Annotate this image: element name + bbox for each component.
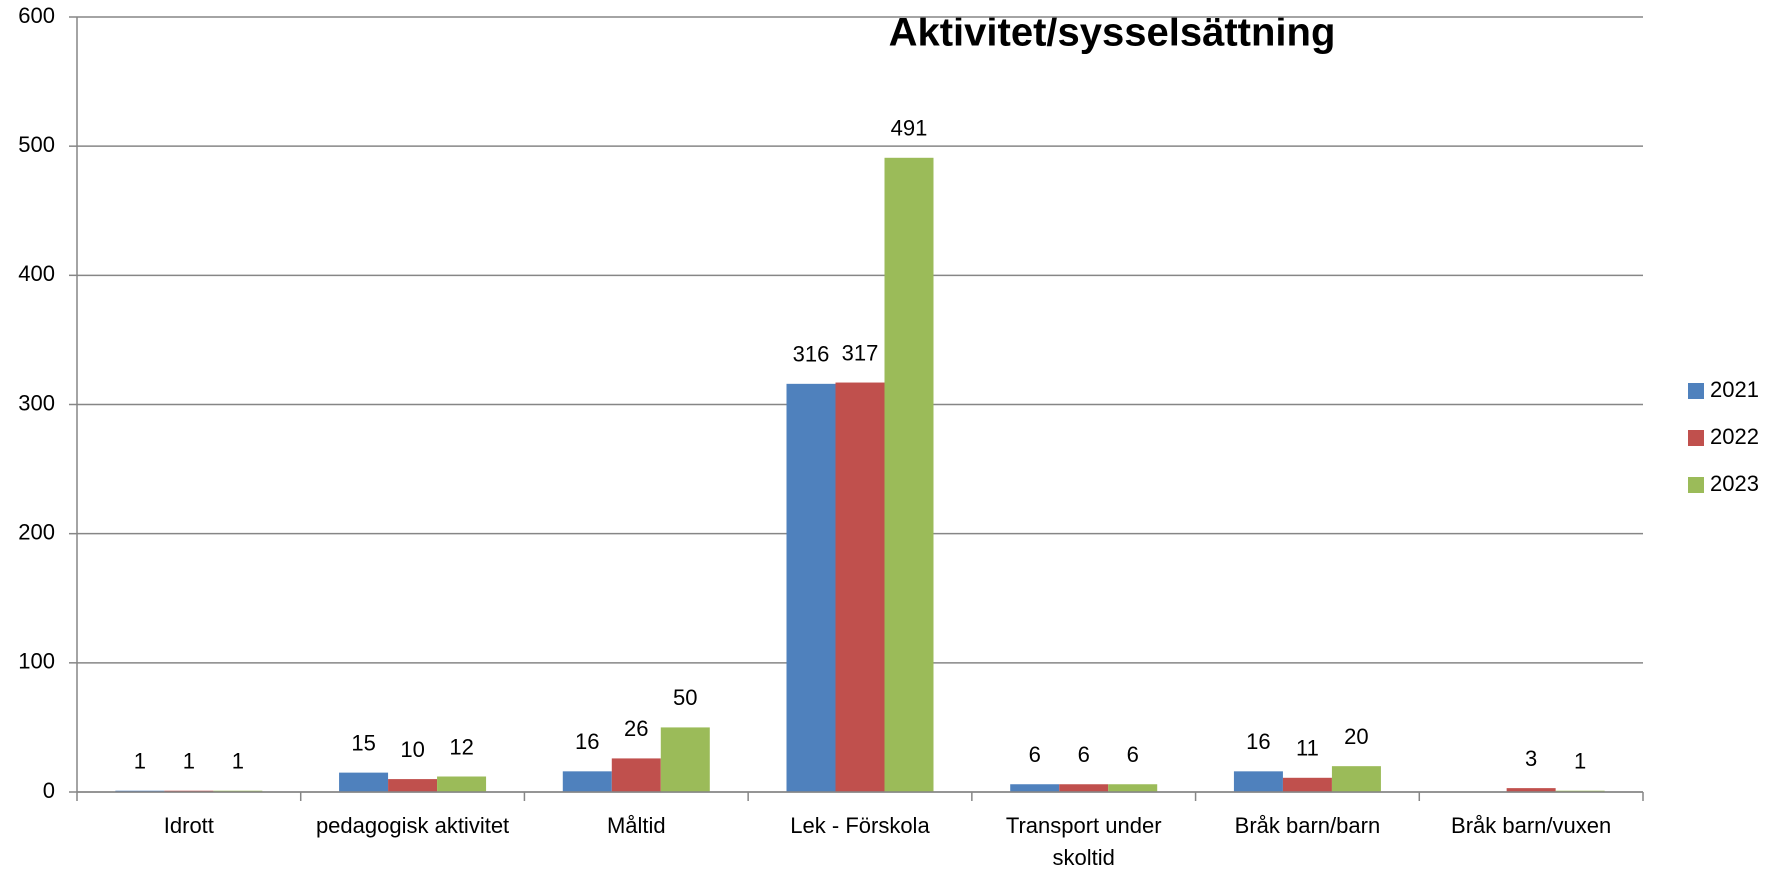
data-label: 16: [1246, 729, 1270, 754]
data-label: 6: [1029, 742, 1041, 767]
data-label: 15: [351, 730, 375, 755]
data-label: 317: [842, 340, 879, 365]
x-tick-label: Lek - Förskola: [790, 813, 930, 838]
bar: [1010, 784, 1060, 792]
legend-swatch: [1688, 430, 1704, 446]
bar: [1331, 766, 1381, 792]
legend-swatch: [1688, 383, 1704, 399]
data-label: 20: [1344, 724, 1368, 749]
data-label: 16: [575, 729, 599, 754]
bar: [437, 776, 487, 792]
bar: [884, 157, 934, 792]
legend-label: 2022: [1710, 424, 1759, 449]
bar: [1108, 784, 1158, 792]
bar: [562, 771, 612, 792]
y-tick-label: 600: [18, 3, 55, 28]
bar: [660, 727, 710, 792]
chart-title: Aktivitet/sysselsättning: [889, 11, 1336, 55]
data-label: 316: [793, 342, 830, 367]
data-label: 1: [183, 749, 195, 774]
legend-swatch: [1688, 477, 1704, 493]
y-tick-label: 200: [18, 519, 55, 544]
bar: [1233, 771, 1283, 792]
bar: [339, 772, 389, 792]
x-tick-label: Transport under skoltid: [1005, 813, 1162, 870]
data-label: 11: [1296, 736, 1319, 761]
data-label: 1: [1574, 749, 1586, 774]
data-label: 50: [673, 685, 697, 710]
data-label: 10: [400, 737, 424, 762]
data-label: 1: [134, 749, 146, 774]
data-label: 491: [891, 116, 928, 141]
data-label: 1: [232, 749, 244, 774]
x-tick-label: Idrott: [163, 813, 214, 838]
bar: [1506, 788, 1556, 792]
legend-label: 2021: [1710, 377, 1759, 402]
y-tick-label: 500: [18, 132, 55, 157]
y-tick-label: 100: [18, 649, 55, 674]
y-tick-label: 400: [18, 261, 55, 286]
bar: [1059, 784, 1109, 792]
y-tick-label: 0: [43, 778, 55, 803]
bar: [388, 779, 438, 792]
x-tick-label: Måltid: [606, 813, 666, 838]
bar: [611, 758, 661, 792]
bar: [786, 383, 836, 792]
x-tick-label: Bråk barn/barn: [1234, 813, 1381, 838]
legend-label: 2023: [1710, 471, 1759, 496]
data-label: 3: [1525, 746, 1537, 771]
x-tick-label: pedagogisk aktivitet: [315, 813, 510, 838]
bar: [1282, 777, 1332, 792]
data-label: 12: [449, 734, 473, 759]
bar: [835, 382, 885, 792]
y-tick-label: 300: [18, 390, 55, 415]
data-label: 6: [1078, 742, 1090, 767]
data-label: 26: [624, 716, 648, 741]
x-tick-label: Bråk barn/vuxen: [1451, 813, 1612, 838]
data-label: 6: [1127, 742, 1139, 767]
